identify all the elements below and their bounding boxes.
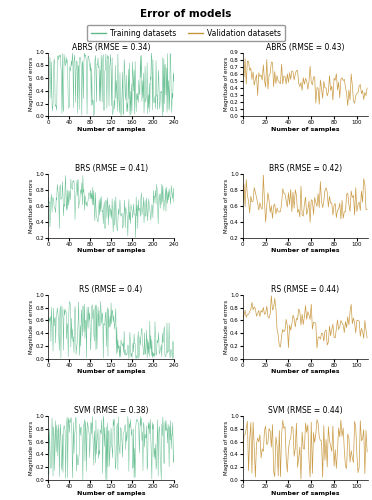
Title: ABRS (RMSE = 0.43): ABRS (RMSE = 0.43) — [266, 42, 345, 51]
X-axis label: Number of samples: Number of samples — [271, 490, 340, 496]
Title: SVM (RMSE = 0.38): SVM (RMSE = 0.38) — [74, 406, 148, 416]
Y-axis label: Magnitude of errors: Magnitude of errors — [29, 421, 34, 475]
Y-axis label: Magnitude of errors: Magnitude of errors — [29, 300, 34, 354]
X-axis label: Number of samples: Number of samples — [77, 370, 145, 374]
Title: RS (RMSE = 0.4): RS (RMSE = 0.4) — [80, 285, 143, 294]
Y-axis label: Magnitude of errors: Magnitude of errors — [29, 178, 34, 233]
Title: SVM (RMSE = 0.44): SVM (RMSE = 0.44) — [268, 406, 343, 416]
Y-axis label: Magnitude of errors: Magnitude of errors — [224, 58, 228, 112]
Legend: Training datasets, Validation datasets: Training datasets, Validation datasets — [87, 25, 285, 42]
X-axis label: Number of samples: Number of samples — [77, 248, 145, 253]
Y-axis label: Magnitude of errors: Magnitude of errors — [224, 300, 228, 354]
Title: ABRS (RMSE = 0.34): ABRS (RMSE = 0.34) — [72, 42, 150, 51]
Y-axis label: Magnitude of errors: Magnitude of errors — [224, 178, 228, 233]
X-axis label: Number of samples: Number of samples — [77, 127, 145, 132]
X-axis label: Number of samples: Number of samples — [271, 248, 340, 253]
Title: BRS (RMSE = 0.42): BRS (RMSE = 0.42) — [269, 164, 342, 173]
Title: BRS (RMSE = 0.41): BRS (RMSE = 0.41) — [74, 164, 148, 173]
Text: Error of models: Error of models — [140, 9, 232, 19]
Y-axis label: Magnitude of errors: Magnitude of errors — [224, 421, 228, 475]
X-axis label: Number of samples: Number of samples — [271, 370, 340, 374]
Y-axis label: Magnitude of errors: Magnitude of errors — [29, 58, 34, 112]
X-axis label: Number of samples: Number of samples — [77, 490, 145, 496]
Title: RS (RMSE = 0.44): RS (RMSE = 0.44) — [272, 285, 340, 294]
X-axis label: Number of samples: Number of samples — [271, 127, 340, 132]
